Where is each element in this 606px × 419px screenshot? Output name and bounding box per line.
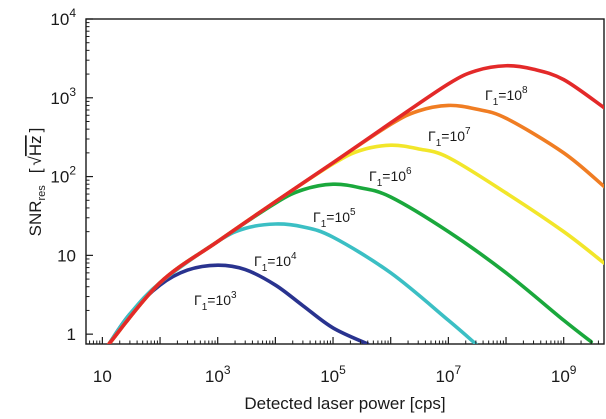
x-tick-label: 103 (205, 363, 231, 386)
y-tick-label-exp: 4 (69, 6, 76, 20)
y-tick-label: 103 (50, 85, 76, 108)
x-tick-label-base: 10 (436, 367, 455, 386)
y-tick-label-base: 10 (50, 168, 69, 187)
series-label-symbol: Γ (313, 209, 321, 225)
y-tick-label-exp: 3 (69, 85, 76, 99)
series-label-eq: =10 (267, 253, 291, 269)
series-label-exp: 8 (522, 85, 528, 96)
series-label-gamma-10-4: Γ1=104 (254, 251, 297, 274)
y-tick-label: 102 (50, 164, 76, 187)
series-label-symbol: Γ (485, 87, 493, 103)
series-label-eq: =10 (498, 87, 522, 103)
series-label-gamma-10-5: Γ1=105 (313, 207, 356, 230)
x-axis-title: Detected laser power [cps] (244, 394, 445, 413)
series-label-sub: 1 (262, 263, 268, 274)
x-tick-label-base: 10 (93, 367, 112, 386)
y-tick-label-base: 1 (67, 325, 76, 344)
x-tick-label: 10 (93, 367, 112, 386)
series-label-sub: 1 (202, 302, 208, 313)
series-label-exp: 7 (465, 126, 471, 137)
series-line-gamma-10-7 (107, 103, 604, 344)
series-label-symbol: Γ (194, 292, 202, 308)
series-label-symbol: Γ (428, 128, 436, 144)
x-tick-label-exp: 7 (454, 363, 461, 377)
x-tick-label-exp: 9 (570, 363, 577, 377)
series-label-eq: =10 (441, 128, 465, 144)
x-tick-label-exp: 3 (224, 363, 231, 377)
series-label-eq: =10 (207, 292, 231, 308)
series-label-sub: 1 (436, 138, 442, 149)
series-label-exp: 6 (406, 166, 412, 177)
y-axis-title: SNRres[√Hz] (26, 128, 48, 237)
series-label-gamma-10-6: Γ1=106 (369, 166, 412, 189)
y-tick-label-base: 10 (50, 89, 69, 108)
series-label-symbol: Γ (254, 253, 262, 269)
y-tick-label-exp: 2 (69, 164, 76, 178)
series-label-sub: 1 (377, 178, 383, 189)
x-tick-label: 107 (436, 363, 462, 386)
y-tick-label-base: 10 (57, 246, 76, 265)
x-tick-label-base: 10 (320, 367, 339, 386)
series-label-eq: =10 (382, 168, 406, 184)
series-line-gamma-10-3 (107, 263, 370, 344)
series-label-sub: 1 (321, 219, 327, 230)
x-tick-label-base: 10 (551, 367, 570, 386)
x-tick-label-exp: 5 (339, 363, 346, 377)
y-tick-label-base: 10 (50, 10, 69, 29)
series-label-sub: 1 (493, 97, 499, 108)
series-label-exp: 4 (291, 251, 297, 262)
series-label-symbol: Γ (369, 168, 377, 184)
series-label-gamma-10-8: Γ1=108 (485, 85, 528, 108)
y-tick-label: 104 (50, 6, 76, 29)
curve-layer (107, 63, 604, 344)
plot-frame (85, 18, 605, 345)
series-label-exp: 3 (231, 290, 237, 301)
y-tick-label: 1 (67, 325, 76, 344)
series-label-gamma-10-7: Γ1=107 (428, 126, 471, 149)
series-label-gamma-10-3: Γ1=103 (194, 290, 237, 313)
x-tick-label-base: 10 (205, 367, 224, 386)
y-tick-label: 10 (57, 246, 76, 265)
series-line-gamma-10-6 (107, 143, 604, 344)
series-label-eq: =10 (326, 209, 350, 225)
series-label-exp: 5 (350, 207, 356, 218)
x-tick-label: 105 (320, 363, 346, 386)
series-line-gamma-10-8 (107, 63, 604, 344)
x-tick-label: 109 (551, 363, 577, 386)
